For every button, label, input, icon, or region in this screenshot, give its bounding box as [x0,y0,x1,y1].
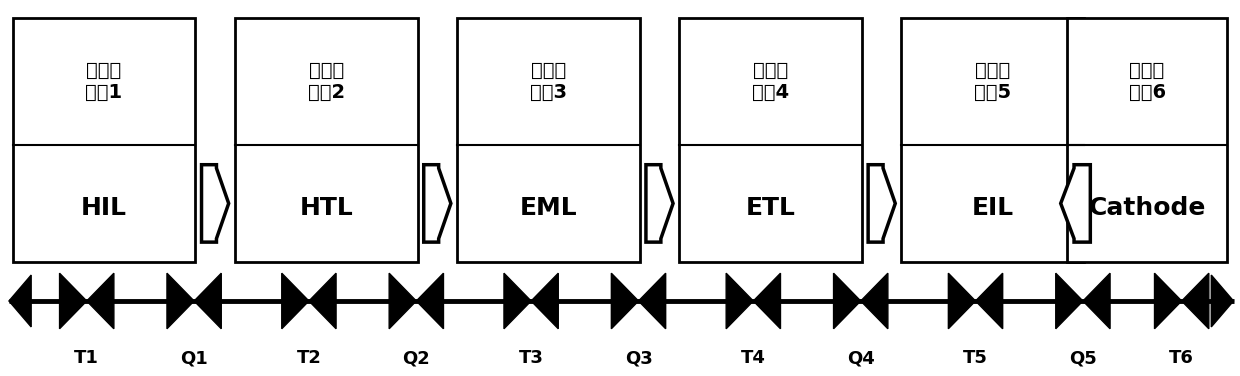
Polygon shape [9,275,31,327]
Bar [680,18,862,262]
Polygon shape [281,273,309,329]
Polygon shape [202,165,228,242]
Text: Q2: Q2 [403,349,430,367]
Text: Q5: Q5 [1069,349,1097,367]
Polygon shape [87,273,114,329]
Polygon shape [1083,273,1110,329]
Text: Q4: Q4 [847,349,874,367]
Polygon shape [611,273,639,329]
Polygon shape [60,273,87,329]
Polygon shape [309,273,336,329]
Text: 第三蒸
镀室3: 第三蒸 镀室3 [529,61,567,102]
Text: 第五蒸
镀室5: 第五蒸 镀室5 [975,61,1012,102]
Text: 第六蒸
镀室6: 第六蒸 镀室6 [1128,61,1166,102]
Polygon shape [754,273,780,329]
Polygon shape [949,273,976,329]
Bar [1066,18,1228,262]
Text: Cathode: Cathode [1089,196,1205,220]
Text: 第二蒸
镀室2: 第二蒸 镀室2 [308,61,345,102]
Text: T4: T4 [740,349,766,367]
Text: ETL: ETL [745,196,796,220]
Bar [12,18,196,262]
Bar [458,18,640,262]
Polygon shape [389,273,417,329]
Polygon shape [195,273,221,329]
Bar [234,18,418,262]
Text: T6: T6 [1169,349,1194,367]
Polygon shape [1154,273,1182,329]
Polygon shape [727,273,754,329]
Text: T5: T5 [963,349,988,367]
Polygon shape [424,165,451,242]
Polygon shape [503,273,531,329]
Polygon shape [976,273,1003,329]
Text: T1: T1 [74,349,99,367]
Polygon shape [639,273,666,329]
Polygon shape [417,273,444,329]
Text: Q3: Q3 [625,349,652,367]
Bar [901,18,1084,262]
Polygon shape [1055,273,1083,329]
Polygon shape [868,165,895,242]
Text: HIL: HIL [81,196,126,220]
Text: 第四蒸
镀室4: 第四蒸 镀室4 [751,61,789,102]
Text: EIL: EIL [972,196,1014,220]
Text: EML: EML [520,196,577,220]
Polygon shape [167,273,195,329]
Text: T3: T3 [518,349,543,367]
Text: 第一蒸
镀室1: 第一蒸 镀室1 [86,61,123,102]
Text: HTL: HTL [299,196,353,220]
Polygon shape [861,273,888,329]
Polygon shape [833,273,861,329]
Polygon shape [1211,275,1234,327]
Polygon shape [1182,273,1209,329]
Polygon shape [531,273,558,329]
Polygon shape [646,165,673,242]
Polygon shape [1060,165,1090,242]
Text: T2: T2 [296,349,321,367]
Text: Q1: Q1 [180,349,208,367]
